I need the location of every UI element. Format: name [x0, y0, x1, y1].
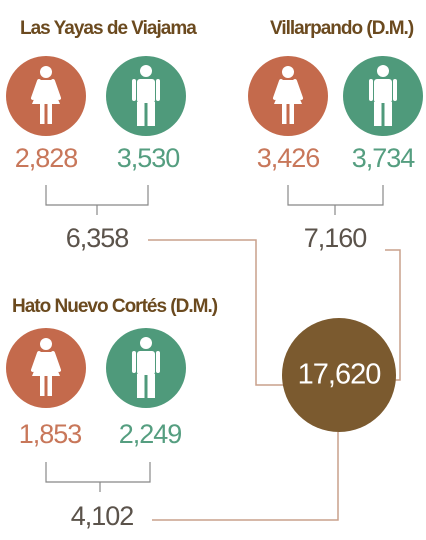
group-title: Hato Nuevo Cortés (D.M.): [12, 296, 218, 317]
bracket: [287, 185, 384, 215]
connector: [152, 432, 339, 521]
group-total: 7,160: [304, 223, 367, 253]
grand-total: 17,620: [298, 359, 381, 391]
male-count: 2,249: [119, 419, 182, 449]
group-title: Villarpando (D.M.): [270, 18, 414, 39]
male-count: 3,734: [352, 143, 416, 173]
group-title: Las Yayas de Viajama: [20, 18, 197, 39]
bracket: [45, 462, 151, 492]
bracket: [45, 185, 149, 215]
group-total: 6,358: [66, 223, 129, 253]
group-total: 4,102: [71, 501, 134, 531]
connector: [148, 239, 285, 386]
female-count: 3,426: [257, 143, 320, 173]
grand-total-circle: [282, 318, 396, 432]
female-count: 2,828: [15, 143, 78, 173]
male-count: 3,530: [117, 143, 180, 173]
connector: [385, 249, 401, 381]
female-count: 1,853: [19, 419, 82, 449]
